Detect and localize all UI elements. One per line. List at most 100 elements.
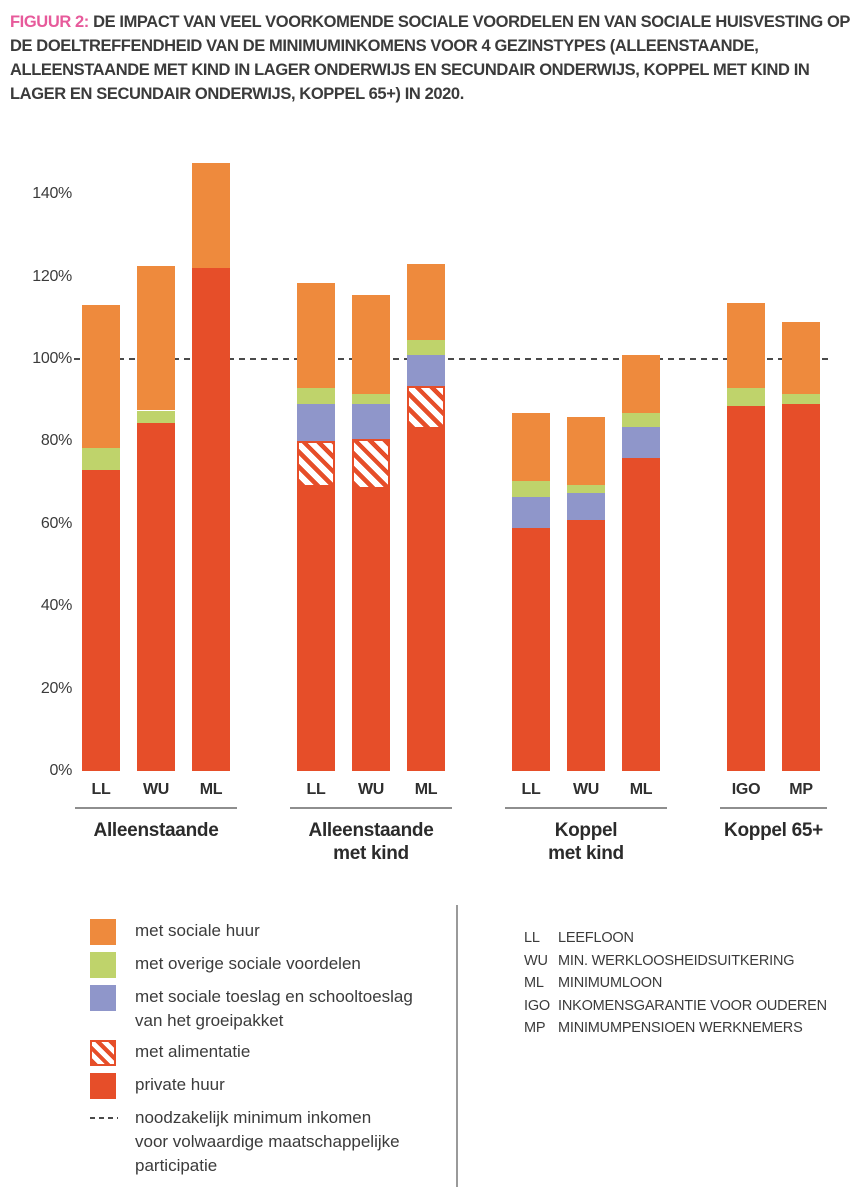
bar-segment-met-toeslag [352,404,390,440]
bar-segment-met-sociale-huur [82,305,120,448]
abbreviation-row: IGO INKOMENSGARANTIE VOOR OUDEREN [524,995,863,1018]
bar-segment-met-overige [567,484,605,493]
group-underline [720,807,827,809]
y-axis-label: 20% [40,679,72,697]
bar-segment-met-sociale-huur [782,321,820,394]
group-underline [290,807,452,809]
legend-item-label: met overige sociale voordelen [135,952,361,978]
bar-tick-label: LL [521,781,541,798]
abbreviation-label: INKOMENSGARANTIE VOOR OUDEREN [558,997,827,1014]
bar-segment-met-overige [782,394,820,405]
bar-segment-met-overige [352,394,390,405]
y-axis-label: 80% [40,432,72,450]
color-swatch-icon [90,919,116,945]
legend-item-met-alimentatie: met alimentatie [90,1040,436,1066]
legend-item-label: noodzakelijk minimum inkomen voor volwaar… [135,1106,400,1178]
bar-segment-private-huur [352,488,390,771]
bar-segment-private-huur [137,422,175,771]
group-label-line: Alleenstaande [93,820,219,841]
group-label-line: Koppel [554,820,618,841]
bar-tick-label: ML [629,781,653,798]
bar-segment-private-huur [82,470,120,771]
bar-segment-met-sociale-huur [297,282,335,388]
bar-segment-met-overige [82,447,120,471]
legend-item-met-sociale-huur: met sociale huur [90,919,436,945]
bar-segment-met-overige [622,412,660,427]
bar-segment-met-sociale-huur [407,264,445,341]
bar-segment-met-alimentatie [407,385,445,430]
group-label-line: met kind [333,843,409,864]
abbreviation-code: IGO [524,997,550,1014]
group-label: Alleenstaande met kind [261,819,481,865]
bar-segment-private-huur [407,429,445,771]
y-axis-label: 60% [40,514,72,532]
bar-tick-label: WU [357,781,385,798]
bar-segment-met-sociale-huur [137,266,175,411]
y-axis-label: 120% [32,267,72,285]
legend-divider [456,905,458,1187]
abbreviation-row: LL LEEFLOON [524,927,863,950]
bar-tick-label: LL [91,781,111,798]
figure-number-label: FIGUUR 2: [10,13,89,31]
legend-item-reference-line: noodzakelijk minimum inkomen voor volwaar… [90,1106,436,1178]
legend-item-label: met sociale huur [135,919,260,945]
legend-label-line: noodzakelijk minimum inkomen [135,1108,372,1127]
figure-title-text: DE IMPACT VAN VEEL VOORKOMENDE SOCIALE V… [10,13,850,103]
bar-segment-met-toeslag [567,492,605,520]
bar-segment-private-huur [622,457,660,771]
bar-segment-private-huur [297,486,335,771]
abbreviation-label: MINIMUMPENSIOEN WERKNEMERS [558,1020,803,1036]
legend-item-met-overige: met overige sociale voordelen [90,952,436,978]
abbreviation-label: MIN. WERKLOOSHEIDSUITKERING [558,952,795,969]
bar-segment-met-toeslag [622,426,660,458]
legend-label-line: met sociale toeslag en schooltoeslag [135,987,413,1006]
bar-segment-met-overige [727,387,765,407]
color-swatch-icon [90,1073,116,1099]
bar-segment-met-alimentatie [352,439,390,489]
bar-segment-private-huur [727,406,765,771]
abbreviation-row: ML MINIMUMLOON [524,972,863,995]
bar-segment-private-huur [192,268,230,771]
abbreviation-label: MINIMUMLOON [558,975,663,991]
bar-tick-label: LL [306,781,326,798]
y-axis-label: 0% [49,762,72,779]
group-label-line: Alleenstaande [308,820,434,841]
legend-label-line: private huur [135,1075,225,1094]
bar-tick-label: MP [789,781,813,798]
legend-series-column: met sociale huur met overige sociale voor… [0,905,456,1187]
bar-segment-met-alimentatie [297,441,335,487]
legend-label-line: participatie [135,1156,218,1175]
legend-label-line: met alimentatie [135,1042,251,1061]
abbreviation-row: WU MIN. WERKLOOSHEIDSUITKERING [524,950,863,973]
bar-segment-met-sociale-huur [512,412,550,481]
bar-tick-label: ML [414,781,438,798]
y-axis-label: 100% [32,350,72,367]
legend-label-line: voor volwaardige maatschappelijke [135,1132,400,1151]
legend-item-private-huur: private huur [90,1073,436,1099]
legend-label-line: met overige sociale voordelen [135,954,361,973]
legend-item-label: private huur [135,1073,225,1099]
group-underline [75,807,237,809]
bar-segment-met-toeslag [407,354,445,386]
y-axis-label: 140% [32,185,72,203]
figure-caption: FIGUUR 2: DE IMPACT VAN VEEL VOORKOMENDE… [10,10,850,106]
legend-item-met-toeslag: met sociale toeslag en schooltoeslag van … [90,985,436,1033]
abbreviation-row: MP MINIMUMPENSIOEN WERKNEMERS [524,1017,863,1040]
abbreviation-code: ML [524,975,544,991]
bar-tick-label: WU [572,781,600,798]
bar-segment-met-sociale-huur [352,295,390,394]
bar-tick-label: ML [199,781,223,798]
color-swatch-icon [90,952,116,978]
dashed-line-icon [90,1117,118,1119]
hatched-swatch-icon [90,1040,116,1066]
bar-segment-met-toeslag [512,497,550,528]
group-label-line: met kind [548,843,624,864]
bar-segment-met-sociale-huur [192,163,230,269]
bar-segment-met-overige [297,387,335,405]
legend: met sociale huur met overige sociale voor… [0,905,863,1187]
reference-line-100pct [74,358,832,360]
legend-label-line: van het groeipakket [135,1011,284,1030]
group-label: Alleenstaande [46,819,266,842]
abbreviation-code: MP [524,1020,546,1036]
